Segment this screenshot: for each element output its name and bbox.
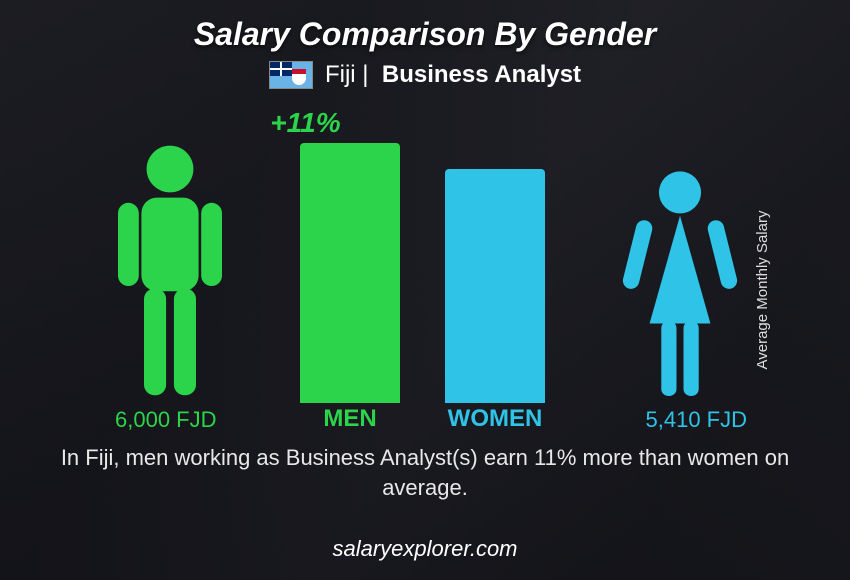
subtitle-row: Fiji | Business Analyst (0, 61, 850, 89)
brand-footer: salaryexplorer.com (0, 536, 850, 562)
man-silhouette-svg (105, 143, 235, 403)
man-icon (105, 143, 235, 403)
men-bar (300, 143, 400, 403)
woman-icon (615, 169, 745, 403)
women-bar-label: WOMEN (445, 405, 545, 433)
fiji-flag-icon (269, 61, 313, 89)
women-salary-value: 5,410 FJD (646, 407, 748, 433)
men-salary-value: 6,000 FJD (115, 407, 217, 433)
y-axis-label: Average Monthly Salary (754, 211, 771, 370)
job-title: Business Analyst (382, 61, 581, 88)
percent-difference-label: +11% (270, 107, 340, 139)
summary-text: In Fiji, men working as Business Analyst… (60, 443, 790, 502)
woman-silhouette-svg (615, 169, 745, 403)
page-title: Salary Comparison By Gender (0, 0, 850, 53)
men-bar-label: MEN (300, 405, 400, 433)
infographic-container: Salary Comparison By Gender Fiji | Busin… (0, 0, 850, 580)
gender-salary-chart: +11% 6,000 FJD MEN (75, 107, 775, 435)
women-bar (445, 169, 545, 403)
separator: | (362, 61, 368, 88)
country-name: Fiji (325, 61, 356, 88)
subtitle-text: Fiji | Business Analyst (325, 61, 581, 89)
